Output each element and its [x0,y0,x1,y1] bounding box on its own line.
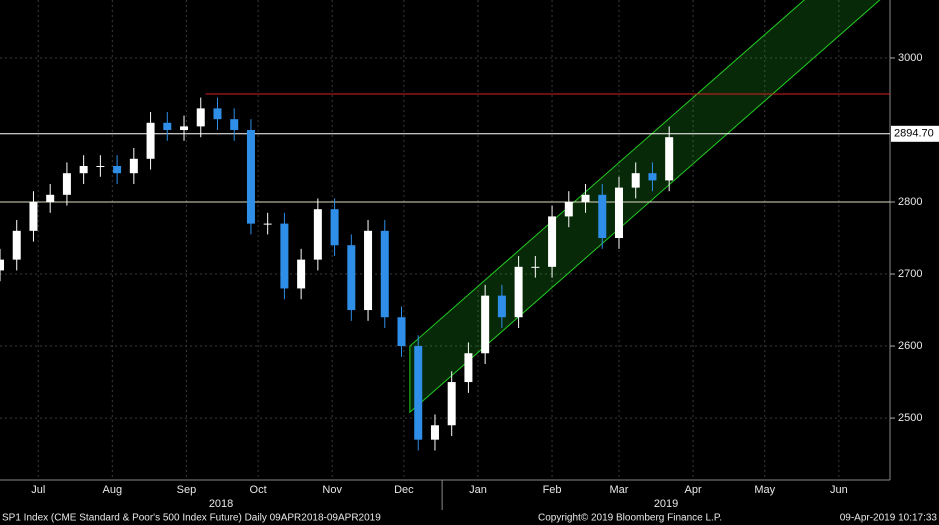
candle-body [29,202,38,231]
last-price-label: 2894.70 [894,128,934,140]
candle-body [163,122,172,130]
x-tick-label: Feb [543,484,562,496]
candle-body [598,194,607,239]
footer-left: SP1 Index (CME Standard & Poor's 500 Ind… [2,513,381,524]
candle-body [146,122,155,159]
y-tick-label: 2800 [898,196,922,208]
x-tick-label: Jan [469,484,487,496]
candle-body [246,129,255,224]
year-label: 2018 [209,498,233,510]
candle-body [12,230,21,260]
x-tick-label: Jul [31,484,45,496]
candle-body [196,108,205,127]
x-tick-label: Sep [177,484,197,496]
candle-body [447,382,456,426]
candle-body [0,259,4,271]
y-tick-label: 2500 [898,412,922,424]
trend-channel [409,0,881,414]
candle-body [96,166,105,168]
candle-body [548,216,557,267]
plot-area [0,0,890,480]
y-tick-label: 2600 [898,340,922,352]
candle-body [430,425,439,440]
candle-body [62,173,71,195]
year-label: 2019 [654,498,678,510]
candle-body [631,173,640,188]
candle-body [230,119,239,130]
candle-body [79,166,88,174]
candle-body [531,266,540,268]
candle-body [397,317,406,347]
candle-body [330,209,339,246]
candle-body [46,194,55,203]
x-tick-label: Dec [394,484,414,496]
footer-center: Copyright© 2019 Bloomberg Finance L.P. [538,513,722,524]
candle-body [213,108,222,120]
candle-body [313,209,322,260]
x-tick-label: Apr [685,484,702,496]
x-tick-label: Nov [322,484,342,496]
y-tick-label: 3000 [898,52,922,64]
candle-body [113,166,122,174]
candle-body [180,126,189,130]
candle-body [364,230,373,311]
candle-body [648,173,657,181]
candle-body [414,346,423,440]
candle-body [263,223,272,225]
x-tick-label: Oct [250,484,267,496]
x-tick-label: May [754,484,775,496]
candle-body [297,259,306,289]
candle-body [614,187,623,239]
candle-body [665,137,674,181]
candle-body [464,353,473,383]
candle-body [129,158,138,174]
x-tick-label: Aug [103,484,123,496]
candle-body [347,245,356,311]
candle-body [581,194,590,203]
candle-body [497,295,506,318]
footer-right: 09-Apr-2019 10:17:33 [840,513,938,524]
x-tick-label: Mar [610,484,629,496]
candle-body [280,223,289,289]
candle-body [514,266,523,318]
last-price-box [891,125,939,142]
candle-body [564,202,573,217]
x-tick-label: Jun [830,484,848,496]
candle-body [481,295,490,354]
y-tick-label: 2700 [898,268,922,280]
candle-body [380,230,389,318]
